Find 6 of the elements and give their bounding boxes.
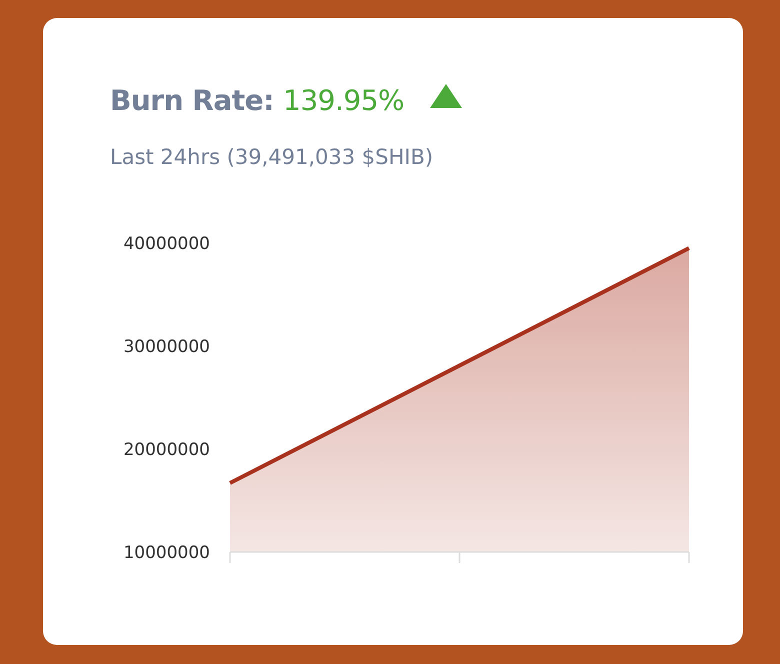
y-tick-label: 20000000 xyxy=(123,440,210,460)
chart-subtitle: Last 24hrs (39,491,033 $SHIB) xyxy=(110,145,434,169)
chart-title: Burn Rate: 139.95% xyxy=(110,84,404,117)
y-tick-label: 40000000 xyxy=(123,234,210,254)
y-tick-label: 30000000 xyxy=(123,336,210,357)
y-tick-label: 10000000 xyxy=(123,542,210,563)
